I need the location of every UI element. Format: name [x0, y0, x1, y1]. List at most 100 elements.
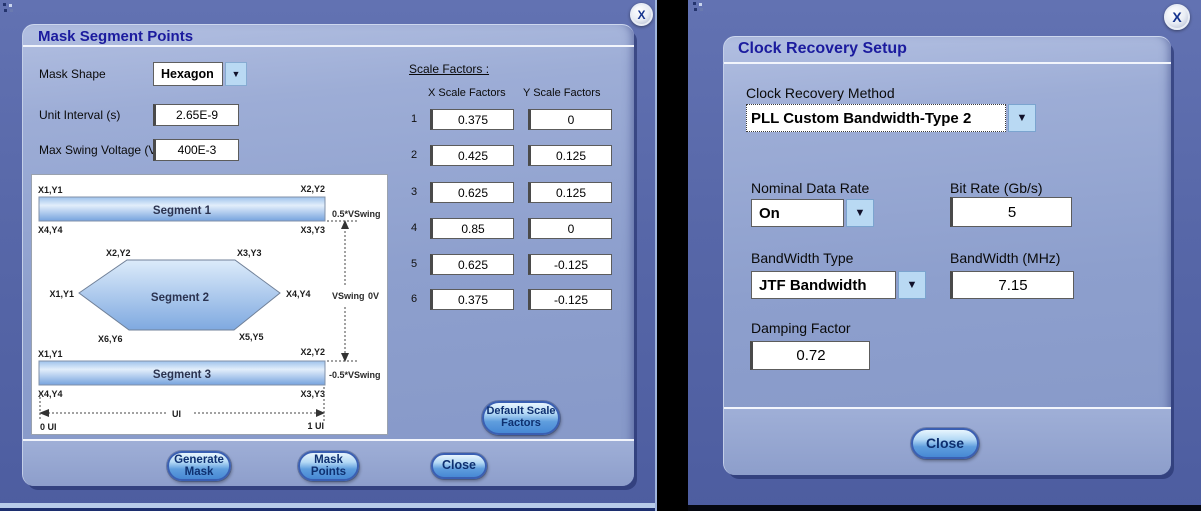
seg1-corner-tl: X1,Y1 [38, 185, 63, 195]
generate-mask-line1: Generate [174, 453, 224, 466]
hex-corner-left: X1,Y1 [49, 289, 74, 299]
x-scale-field-5[interactable] [430, 254, 514, 275]
pos-half-vswing-label: 0.5*VSwing [332, 209, 381, 219]
hex-corner-bl: X6,Y6 [98, 334, 123, 344]
chevron-down-icon[interactable]: ▼ [846, 199, 874, 227]
seg1-corner-bl: X4,Y4 [38, 225, 63, 235]
panel-bottom-edge [0, 508, 655, 511]
vswing-arrow-down [341, 353, 349, 362]
hex-corner-tl: X2,Y2 [106, 248, 131, 258]
bandwidth-type-dropdown[interactable]: JTF Bandwidth ▼ [751, 271, 926, 299]
scale-row-number: 2 [411, 149, 418, 161]
x-scale-field-1[interactable] [430, 109, 514, 130]
hex-corner-right: X4,Y4 [286, 289, 311, 299]
nominal-data-rate-label: Nominal Data Rate [751, 180, 870, 196]
zero-volt-label: 0V [368, 291, 379, 301]
scale-row-number: 1 [411, 113, 418, 125]
y-scale-field-2[interactable] [528, 145, 612, 166]
seg3-corner-tr: X2,Y2 [300, 347, 325, 357]
segment1-label: Segment 1 [153, 205, 212, 217]
dialog-title-bar: Clock Recovery Setup [724, 37, 1171, 64]
generate-mask-button[interactable]: Generate Mask [167, 451, 231, 481]
bit-rate-label: Bit Rate (Gb/s) [950, 180, 1043, 196]
x-scale-header: X Scale Factors [428, 87, 506, 99]
default-scale-factors-button[interactable]: Default Scale Factors [482, 401, 560, 435]
grip-icon [3, 3, 13, 12]
clock-recovery-method-label: Clock Recovery Method [746, 85, 895, 101]
mask-diagram: Segment 1 X1,Y1 X2,Y2 X4,Y4 X3,Y3 Segmen… [38, 184, 381, 432]
nominal-data-rate-value[interactable]: On [751, 199, 844, 227]
dialog-title-bar: Mask Segment Points [23, 25, 634, 47]
max-swing-voltage-label: Max Swing Voltage (V) [39, 143, 161, 157]
mask-points-button[interactable]: Mask Points [298, 451, 359, 481]
default-scale-factors-line1: Default Scale [486, 405, 556, 418]
seg3-corner-bl: X4,Y4 [38, 389, 63, 399]
grip-icon [693, 2, 703, 11]
y-scale-field-4[interactable] [528, 218, 612, 239]
y-scale-field-1[interactable] [528, 109, 612, 130]
ui-label: UI [172, 409, 181, 419]
scale-row-number: 6 [411, 293, 418, 305]
dialog-footer [724, 407, 1171, 475]
bit-rate-field[interactable] [950, 197, 1072, 227]
mask-segment-points-dialog: Mask Segment Points Mask Shape Hexagon ▼… [22, 24, 634, 486]
damping-factor-label: Damping Factor [751, 320, 851, 336]
page-title: Mask Segment Points [38, 28, 194, 45]
chevron-down-icon[interactable]: ▼ [898, 271, 926, 299]
clock-recovery-method-dropdown[interactable]: PLL Custom Bandwidth-Type 2 ▼ [746, 104, 1036, 132]
close-button[interactable]: Close [431, 453, 487, 479]
right-panel: X Clock Recovery Setup Clock Recovery Me… [688, 0, 1201, 511]
page-title: Clock Recovery Setup [738, 40, 907, 57]
segment3-bar [38, 360, 326, 386]
y-scale-field-5[interactable] [528, 254, 612, 275]
y-scale-field-3[interactable] [528, 182, 612, 203]
bandwidth-type-label: BandWidth Type [751, 250, 854, 266]
clock-recovery-setup-dialog: Clock Recovery Setup Clock Recovery Meth… [723, 36, 1171, 475]
bandwidth-label: BandWidth (MHz) [950, 250, 1061, 266]
segment3-label: Segment 3 [153, 369, 211, 381]
mask-shape-value[interactable]: Hexagon [153, 62, 223, 86]
max-swing-voltage-field[interactable] [153, 139, 239, 161]
ui-arrow-right [316, 409, 325, 417]
x-scale-field-2[interactable] [430, 145, 514, 166]
bandwidth-type-value[interactable]: JTF Bandwidth [751, 271, 896, 299]
scale-row-number: 3 [411, 186, 418, 198]
close-button[interactable]: Close [911, 428, 979, 459]
neg-half-vswing-label: -0.5*VSwing [329, 370, 381, 380]
unit-interval-label: Unit Interval (s) [39, 108, 121, 122]
y-scale-field-6[interactable] [528, 289, 612, 310]
mask-shape-label: Mask Shape [39, 67, 106, 81]
nominal-data-rate-dropdown[interactable]: On ▼ [751, 199, 874, 227]
ui-arrow-left [39, 409, 49, 417]
damping-factor-field[interactable] [750, 341, 870, 370]
close-window-icon[interactable]: X [630, 3, 653, 26]
seg3-corner-br: X3,Y3 [300, 389, 325, 399]
seg3-corner-tl: X1,Y1 [38, 349, 63, 359]
hex-corner-tr: X3,Y3 [237, 248, 262, 258]
seg1-corner-br: X3,Y3 [300, 225, 325, 235]
panel-bottom-strip [0, 503, 655, 508]
panel-bottom-edge [688, 505, 1201, 511]
unit-interval-field[interactable] [153, 104, 239, 126]
mask-shape-dropdown[interactable]: Hexagon ▼ [153, 62, 247, 86]
ui-end-label: 1 UI [307, 421, 324, 431]
generate-mask-line2: Mask [184, 466, 214, 478]
bandwidth-field[interactable] [950, 271, 1074, 299]
scale-row-number: 5 [411, 258, 418, 270]
mask-points-line1: Mask [314, 453, 343, 466]
left-panel: X Mask Segment Points Mask Shape Hexagon… [0, 0, 657, 511]
clock-recovery-method-value[interactable]: PLL Custom Bandwidth-Type 2 [746, 104, 1006, 132]
default-scale-factors-line2: Factors [501, 417, 541, 429]
chevron-down-icon[interactable]: ▼ [225, 62, 247, 86]
chevron-down-icon[interactable]: ▼ [1008, 104, 1036, 132]
segment2-label: Segment 2 [151, 292, 209, 304]
seg1-corner-tr: X2,Y2 [300, 184, 325, 194]
hex-corner-br: X5,Y5 [239, 332, 264, 342]
mask-diagram-box: Segment 1 X1,Y1 X2,Y2 X4,Y4 X3,Y3 Segmen… [31, 174, 388, 435]
x-scale-field-6[interactable] [430, 289, 514, 310]
x-scale-field-4[interactable] [430, 218, 514, 239]
x-scale-field-3[interactable] [430, 182, 514, 203]
close-window-icon[interactable]: X [1164, 4, 1190, 30]
scale-row-number: 4 [411, 222, 418, 234]
